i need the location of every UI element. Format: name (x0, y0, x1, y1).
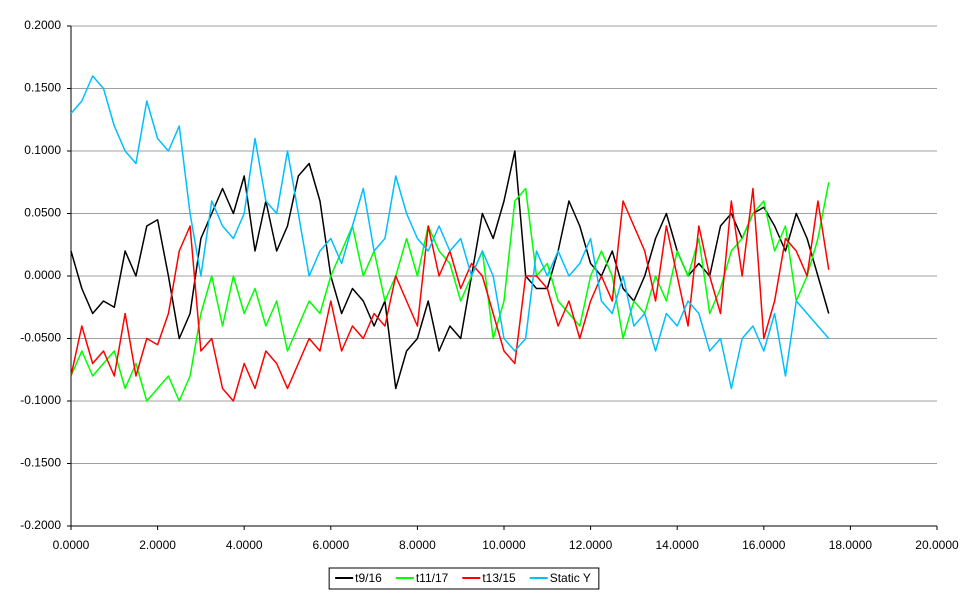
x-tick-label: 4.0000 (226, 538, 263, 552)
legend-label: Static Y (550, 571, 591, 585)
y-tick-label: 0.1000 (24, 143, 61, 157)
y-tick-label: 0.0500 (24, 206, 61, 220)
x-tick-label: 14.0000 (656, 538, 700, 552)
series-line (70, 182, 830, 402)
y-tick-label: -0.2000 (20, 518, 61, 532)
series-line (70, 150, 830, 390)
y-tick-label: -0.0500 (20, 331, 61, 345)
x-tick-label: 18.0000 (829, 538, 873, 552)
legend-label: t11/17 (416, 571, 449, 585)
series-line (70, 75, 830, 390)
y-tick-label: 0.2000 (24, 18, 61, 32)
x-tick-label: 2.0000 (139, 538, 176, 552)
y-tick-label: -0.1000 (20, 393, 61, 407)
x-tick-label: 10.0000 (482, 538, 526, 552)
legend: t9/16 t11/17 t13/15 Static Y (328, 567, 600, 590)
x-tick-label: 12.0000 (569, 538, 613, 552)
y-tick-label: 0.0000 (24, 268, 61, 282)
x-tick-label: 0.0000 (53, 538, 90, 552)
legend-label: t13/15 (482, 571, 516, 585)
x-tick-label: 6.0000 (312, 538, 349, 552)
x-tick-label: 8.0000 (399, 538, 436, 552)
legend-label: t9/16 (355, 571, 382, 585)
x-tick-label: 16.0000 (742, 538, 786, 552)
y-tick-label: -0.1500 (20, 456, 61, 470)
series-line (70, 187, 830, 402)
x-tick-label: 20.0000 (915, 538, 959, 552)
y-tick-label: 0.1500 (24, 81, 61, 95)
